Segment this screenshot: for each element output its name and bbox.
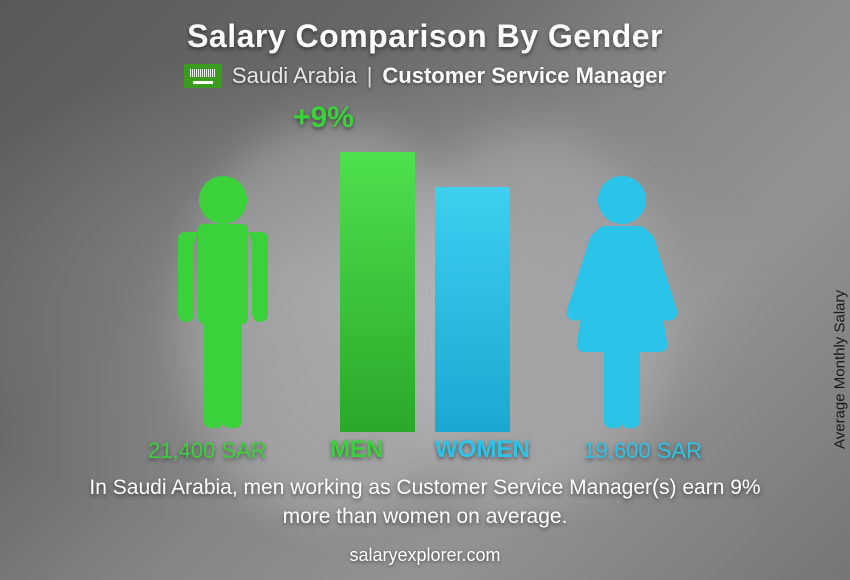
infographic-container: Salary Comparison By Gender Saudi Arabia… xyxy=(0,0,850,580)
female-person-icon xyxy=(562,172,682,432)
bars-group xyxy=(340,152,510,432)
saudi-flag-icon xyxy=(184,64,222,88)
page-title: Salary Comparison By Gender xyxy=(40,18,810,55)
bar-men xyxy=(340,152,415,432)
women-label: WOMEN xyxy=(435,436,530,464)
description-text: In Saudi Arabia, men working as Customer… xyxy=(40,474,810,531)
men-label: MEN xyxy=(330,436,383,464)
difference-label: +9% xyxy=(293,101,354,135)
country-label: Saudi Arabia xyxy=(232,63,357,89)
job-title-label: Customer Service Manager xyxy=(382,63,666,89)
footer-source: salaryexplorer.com xyxy=(40,545,810,566)
bar-women xyxy=(435,187,510,432)
subtitle-row: Saudi Arabia | Customer Service Manager xyxy=(40,63,810,89)
men-salary-value: 21,400 SAR xyxy=(148,438,267,464)
women-salary-value: 19,600 SAR xyxy=(583,438,702,464)
y-axis-label: Average Monthly Salary xyxy=(832,290,849,449)
separator: | xyxy=(367,63,373,89)
male-person-icon xyxy=(168,172,278,432)
chart-area: +9% 21,400 SAR MEN WOMEN 19,600 SAR xyxy=(40,99,810,470)
